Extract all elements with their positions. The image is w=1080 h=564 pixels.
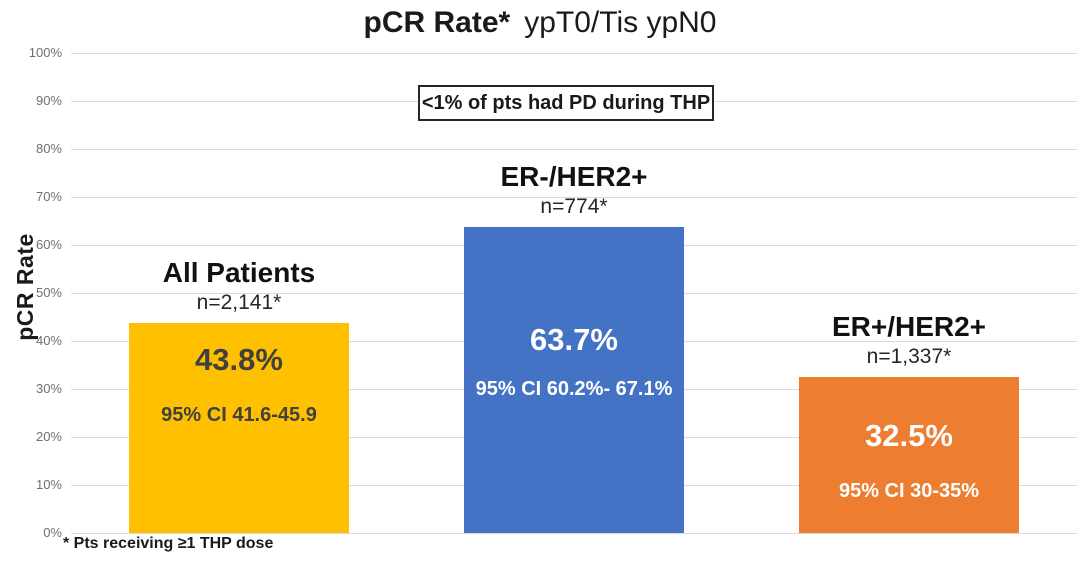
gridline — [71, 53, 1077, 54]
ci-label: 95% CI 30-35% — [838, 480, 980, 502]
footnote: * Pts receiving ≥1 THP dose — [63, 535, 274, 552]
chart-title: pCR Rate* ypT0/Tis ypN0 — [0, 6, 1080, 40]
bar-group-header: ER-/HER2+ n=774* — [424, 160, 724, 219]
bar-group-header: All Patients n=2,141* — [89, 256, 389, 315]
category-label: ER-/HER2+ — [500, 161, 648, 192]
y-tick-label: 90% — [35, 93, 62, 108]
bar-group-all-patients: All Patients n=2,141* 43.8% 95% CI 41.6-… — [129, 53, 349, 533]
y-tick-label: 40% — [35, 333, 62, 348]
value-label: 32.5% — [865, 418, 953, 453]
bar-er-pos-her2-pos: 32.5% 95% CI 30-35% — [799, 377, 1019, 533]
bar-all-patients: 43.8% 95% CI 41.6-45.9 — [129, 323, 349, 533]
bar-group-header: ER+/HER2+ n=1,337* — [759, 310, 1059, 369]
y-tick-label: 80% — [35, 141, 62, 156]
bar-group-er-pos-her2-pos: ER+/HER2+ n=1,337* 32.5% 95% CI 30-35% — [799, 53, 1019, 533]
sample-size-label: n=774* — [540, 195, 608, 218]
plot-area: All Patients n=2,141* 43.8% 95% CI 41.6-… — [71, 53, 1077, 534]
category-label: All Patients — [162, 257, 316, 288]
y-tick-label: 50% — [35, 285, 62, 300]
y-tick-label: 0% — [43, 525, 62, 540]
annotation-box: <1% of pts had PD during THP — [418, 85, 714, 121]
y-tick-label: 70% — [35, 189, 62, 204]
value-label: 63.7% — [530, 322, 618, 357]
sample-size-label: n=2,141* — [196, 291, 282, 314]
gridline — [71, 149, 1077, 150]
y-tick-label: 20% — [35, 429, 62, 444]
gridline — [71, 197, 1077, 198]
bar-group-er-neg-her2-pos: ER-/HER2+ n=774* 63.7% 95% CI 60.2%- 67.… — [464, 53, 684, 533]
ci-label: 95% CI 41.6-45.9 — [161, 404, 317, 426]
value-label: 43.8% — [195, 342, 283, 377]
sample-size-label: n=1,337* — [866, 345, 952, 368]
y-tick-label: 100% — [28, 45, 62, 60]
category-label: ER+/HER2+ — [831, 311, 987, 342]
chart-title-bold: pCR Rate* — [363, 6, 511, 39]
bar-er-neg-her2-pos: 63.7% 95% CI 60.2%- 67.1% — [464, 227, 684, 533]
y-tick-label: 10% — [35, 477, 62, 492]
ci-label: 95% CI 60.2%- 67.1% — [475, 378, 673, 400]
chart-title-regular: ypT0/Tis ypN0 — [524, 6, 717, 39]
gridline — [71, 533, 1077, 534]
y-tick-label: 30% — [35, 381, 62, 396]
y-tick-label: 60% — [35, 237, 62, 252]
